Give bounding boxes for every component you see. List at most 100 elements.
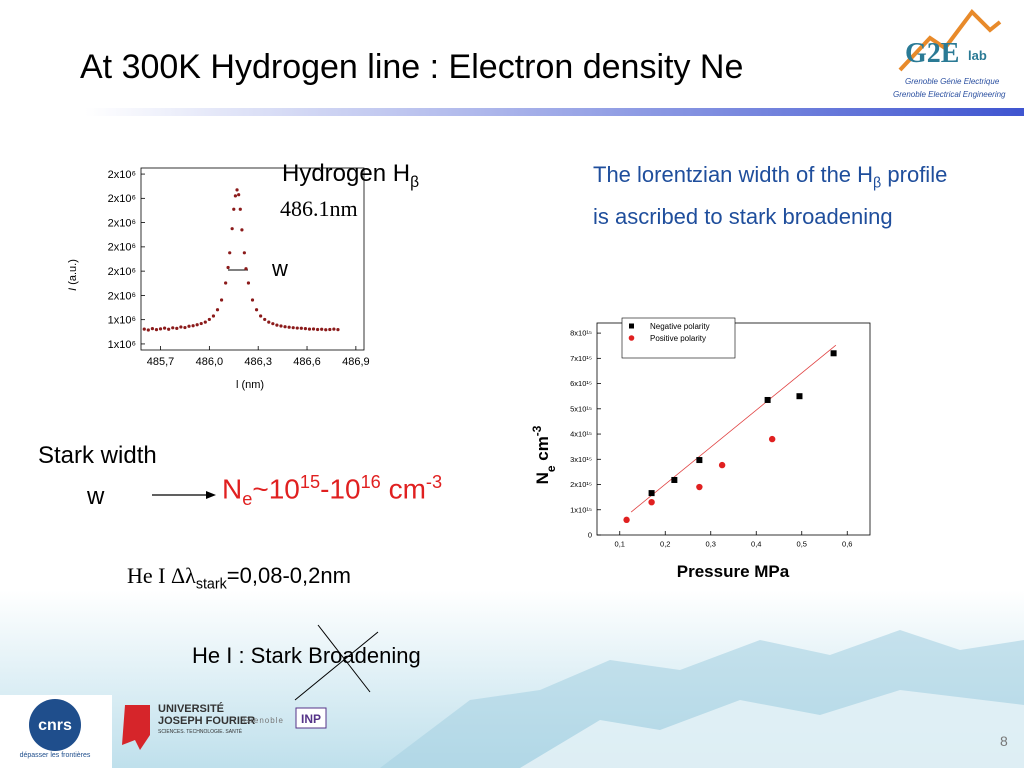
density-range: Ne~1015-1016 cm-3 — [222, 472, 442, 510]
point — [623, 516, 630, 524]
point — [299, 326, 303, 330]
x-tick-label: 486,6 — [293, 356, 321, 368]
point — [671, 476, 678, 483]
point — [275, 323, 279, 327]
point — [167, 327, 171, 331]
y-tick-label: 3x10¹⁵ — [570, 455, 592, 464]
ujf-line1: UNIVERSITÉ — [158, 702, 224, 715]
spectrum-frame — [140, 167, 365, 351]
point — [226, 265, 230, 270]
g2e-name: G2E — [905, 38, 959, 69]
point — [179, 325, 183, 329]
text-part: profile is ascribed to stark broadening — [593, 162, 948, 230]
y-tick-label: 2x10⁶ — [108, 266, 136, 278]
text-part: The lorentzian width of the H — [593, 162, 874, 187]
text-part: Pressure MPa — [677, 562, 790, 581]
point — [263, 317, 267, 322]
point — [158, 327, 163, 331]
y-axis-label: Ne cm-3 — [530, 425, 558, 484]
legend-marker — [628, 335, 635, 341]
y-tick-label: 2x10⁶ — [108, 169, 136, 181]
point — [187, 324, 191, 328]
point — [199, 321, 203, 326]
point — [191, 324, 195, 328]
cnrs-motto: dépasser les frontières — [20, 752, 91, 759]
x-tick-label: 486,9 — [342, 356, 370, 368]
x-tick-label: 0,3 — [706, 540, 716, 549]
point — [316, 327, 320, 332]
text-part: ~10 — [252, 473, 300, 505]
x-tick-label: 0,4 — [751, 540, 761, 549]
he-width: He I Δλstark=0,08-0,2nm — [127, 563, 351, 592]
point — [219, 298, 224, 302]
point — [830, 350, 837, 357]
line-name: Hydrogen Hβ — [282, 160, 419, 192]
stark-width: Stark width — [38, 442, 157, 469]
point — [238, 207, 242, 211]
point — [237, 193, 241, 197]
y-tick-label: 1x10⁶ — [108, 339, 136, 351]
point — [271, 322, 275, 326]
point — [307, 327, 312, 331]
he-stark: He I : Stark Broadening — [192, 643, 421, 668]
text-part: N — [533, 472, 552, 484]
point — [228, 251, 232, 255]
y-axis-label: I (a.u.) — [67, 259, 79, 291]
text-part: He I — [127, 563, 171, 588]
point — [295, 326, 299, 330]
title-bar — [85, 108, 1024, 116]
point — [696, 457, 703, 464]
point — [171, 326, 175, 330]
point — [796, 393, 803, 400]
point — [232, 207, 236, 211]
point — [287, 325, 291, 329]
x-tick-label: 0,2 — [660, 540, 670, 549]
y-tick-label: 1x10¹⁵ — [570, 505, 592, 514]
ujf-line3: SCIENCES. TECHNOLOGIE. SANTÉ — [158, 728, 243, 735]
point — [246, 281, 251, 285]
point — [207, 317, 211, 322]
y-tick-label: 2x10¹⁵ — [570, 480, 592, 489]
text-part: -3 — [530, 425, 544, 436]
cross-line — [317, 624, 371, 693]
g2e-line2: Grenoble Electrical Engineering — [893, 90, 1006, 99]
text-part: Hydrogen H — [282, 160, 411, 187]
point — [233, 194, 238, 198]
point — [259, 314, 263, 318]
point — [224, 281, 228, 285]
y-tick-label: 0 — [588, 531, 592, 540]
slide-title: At 300K Hydrogen line : Electron density… — [80, 48, 744, 86]
stark-w: w — [87, 483, 105, 510]
mountains-snow — [520, 690, 1024, 768]
point — [146, 328, 150, 332]
point — [230, 227, 234, 231]
text-part: I — [67, 288, 79, 291]
x-axis-label: Pressure MPa — [677, 562, 790, 581]
inp-city: Grenoble — [243, 716, 284, 725]
text-part: (a.u.) — [67, 259, 79, 288]
y-tick-label: 5x10¹⁵ — [570, 404, 592, 413]
point — [718, 461, 726, 469]
point — [235, 188, 239, 192]
point — [648, 490, 655, 497]
point — [332, 327, 336, 331]
cnrs-circle — [29, 699, 81, 751]
x-tick-label: 0,5 — [797, 540, 807, 549]
legend-label: Negative polarity — [650, 322, 710, 331]
point — [279, 324, 283, 328]
inp-name: INP — [301, 712, 321, 726]
point — [303, 327, 308, 331]
point — [175, 326, 179, 331]
x-tick-label: 0,1 — [615, 540, 625, 549]
g2e-roof — [898, 8, 1002, 72]
y-tick-label: 2x10⁶ — [108, 217, 136, 229]
g2e-suffix: lab — [968, 48, 987, 63]
legend-marker — [629, 323, 634, 329]
x-tick-label: 486,0 — [196, 356, 224, 368]
point — [211, 314, 216, 318]
text-part: -3 — [425, 472, 443, 492]
fit-line — [630, 344, 837, 513]
y-tick-label: 2x10⁶ — [108, 242, 136, 254]
point — [195, 323, 199, 327]
